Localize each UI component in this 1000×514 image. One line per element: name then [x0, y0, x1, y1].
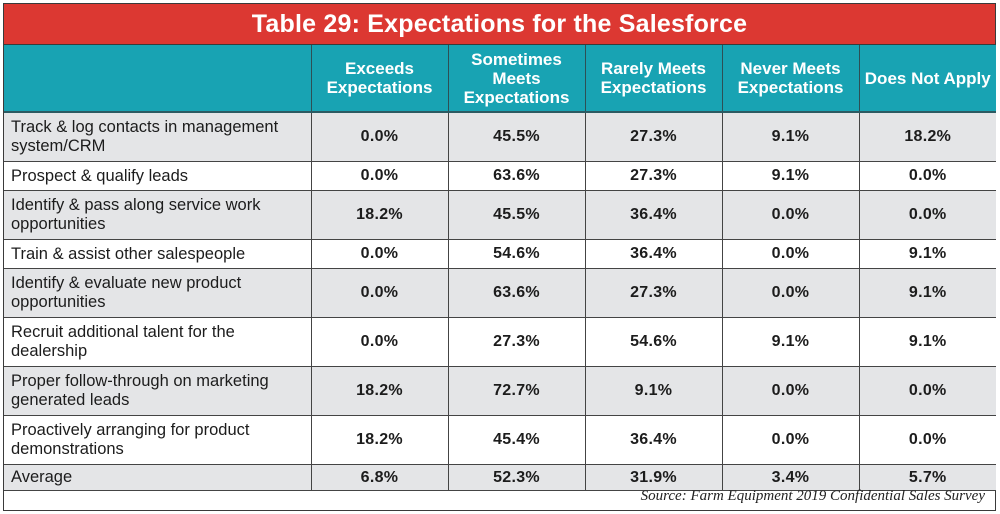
row-label: Prospect & qualify leads — [4, 161, 312, 191]
cell-sometimes: 63.6% — [447, 268, 586, 318]
cell-never: 9.1% — [721, 111, 860, 162]
table-row: Identify & pass along service work oppor… — [4, 190, 996, 240]
cell-exceeds: 18.2% — [310, 190, 449, 240]
expectations-table: Exceeds Expectations Sometimes Meets Exp… — [4, 45, 996, 491]
cell-exceeds: 18.2% — [310, 366, 449, 416]
table-row: Identify & evaluate new product opportun… — [4, 268, 996, 318]
cell-rarely: 9.1% — [584, 366, 723, 416]
cell-exceeds: 0.0% — [310, 239, 449, 269]
row-label: Recruit additional talent for the dealer… — [4, 317, 312, 367]
cell-rarely: 54.6% — [584, 317, 723, 367]
cell-exceeds: 0.0% — [310, 111, 449, 162]
cell-sometimes: 45.5% — [447, 111, 586, 162]
header-never-meets: Never Meets Expectations — [722, 45, 860, 112]
table-row: Train & assist other salespeople 0.0% 54… — [4, 239, 996, 269]
table-row: Proper follow-through on marketing gener… — [4, 366, 996, 416]
row-label: Train & assist other salespeople — [4, 239, 312, 269]
cell-na: 0.0% — [858, 190, 996, 240]
cell-sometimes: 45.4% — [447, 415, 586, 465]
cell-exceeds: 0.0% — [310, 161, 449, 191]
header-row: Exceeds Expectations Sometimes Meets Exp… — [4, 45, 996, 112]
cell-exceeds: 18.2% — [310, 415, 449, 465]
cell-rarely: 27.3% — [584, 161, 723, 191]
cell-sometimes: 63.6% — [447, 161, 586, 191]
cell-sometimes: 27.3% — [447, 317, 586, 367]
cell-na: 18.2% — [858, 111, 996, 162]
cell-na: 9.1% — [858, 317, 996, 367]
cell-na: 0.0% — [858, 415, 996, 465]
cell-rarely: 36.4% — [584, 415, 723, 465]
cell-rarely: 27.3% — [584, 268, 723, 318]
cell-na: 0.0% — [858, 161, 996, 191]
cell-never: 0.0% — [721, 239, 860, 269]
cell-never: 0.0% — [721, 190, 860, 240]
header-rarely-meets: Rarely Meets Expectations — [585, 45, 723, 112]
source-note: Source: Farm Equipment 2019 Confidential… — [640, 488, 985, 504]
average-row: Average 6.8% 52.3% 31.9% 3.4% 5.7% — [4, 464, 996, 491]
cell-sometimes: 54.6% — [447, 239, 586, 269]
header-exceeds: Exceeds Expectations — [311, 45, 449, 112]
cell-exceeds: 0.0% — [310, 317, 449, 367]
cell-rarely: 31.9% — [584, 464, 723, 491]
cell-sometimes: 45.5% — [447, 190, 586, 240]
cell-na: 9.1% — [858, 268, 996, 318]
table-frame: Table 29: Expectations for the Salesforc… — [3, 3, 996, 511]
cell-rarely: 36.4% — [584, 190, 723, 240]
header-blank — [4, 45, 312, 112]
row-label: Proper follow-through on marketing gener… — [4, 366, 312, 416]
cell-rarely: 36.4% — [584, 239, 723, 269]
table-row: Proactively arranging for product demons… — [4, 415, 996, 465]
cell-na: 0.0% — [858, 366, 996, 416]
row-label: Identify & pass along service work oppor… — [4, 190, 312, 240]
table-title: Table 29: Expectations for the Salesforc… — [4, 4, 995, 45]
cell-sometimes: 52.3% — [447, 464, 586, 491]
header-does-not-apply: Does Not Apply — [859, 45, 996, 112]
cell-na: 5.7% — [858, 464, 996, 491]
table-row: Track & log contacts in management syste… — [4, 111, 996, 162]
cell-rarely: 27.3% — [584, 111, 723, 162]
table-row: Prospect & qualify leads 0.0% 63.6% 27.3… — [4, 161, 996, 191]
cell-exceeds: 0.0% — [310, 268, 449, 318]
cell-never: 0.0% — [721, 366, 860, 416]
cell-exceeds: 6.8% — [310, 464, 449, 491]
cell-na: 9.1% — [858, 239, 996, 269]
cell-never: 9.1% — [721, 317, 860, 367]
table-row: Recruit additional talent for the dealer… — [4, 317, 996, 367]
cell-never: 3.4% — [721, 464, 860, 491]
row-label: Track & log contacts in management syste… — [4, 111, 312, 162]
cell-never: 0.0% — [721, 268, 860, 318]
header-sometimes-meets: Sometimes Meets Expectations — [448, 45, 586, 112]
row-label: Proactively arranging for product demons… — [4, 415, 312, 465]
cell-never: 0.0% — [721, 415, 860, 465]
cell-sometimes: 72.7% — [447, 366, 586, 416]
row-label: Identify & evaluate new product opportun… — [4, 268, 312, 318]
row-label: Average — [4, 464, 312, 491]
cell-never: 9.1% — [721, 161, 860, 191]
